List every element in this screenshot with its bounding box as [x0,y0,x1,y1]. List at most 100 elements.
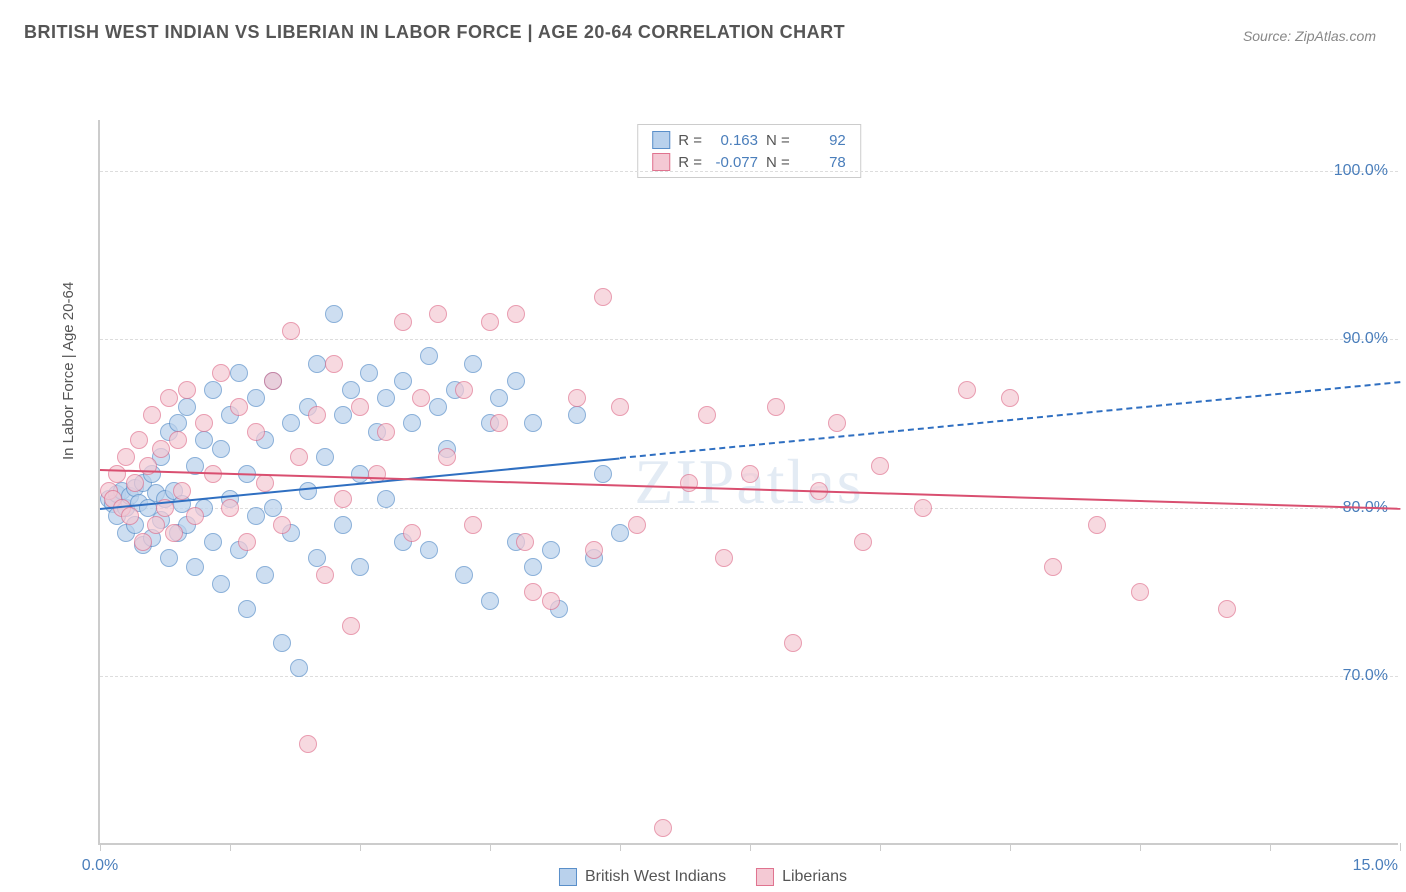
scatter-point [524,414,542,432]
scatter-point [394,313,412,331]
y-axis-label: In Labor Force | Age 20-64 [60,282,77,460]
scatter-point [516,533,534,551]
scatter-point [290,448,308,466]
scatter-point [420,541,438,559]
scatter-point [273,516,291,534]
scatter-point [1131,583,1149,601]
label-R: R = [678,154,702,171]
scatter-point [854,533,872,551]
scatter-point [611,524,629,542]
scatter-point [212,575,230,593]
scatter-point [178,381,196,399]
scatter-point [594,288,612,306]
scatter-point [403,524,421,542]
scatter-point [134,533,152,551]
swatch-series1 [652,131,670,149]
scatter-point [238,600,256,618]
legend-label-series1: British West Indians [585,868,726,886]
legend-item-series2: Liberians [756,868,847,886]
scatter-point [143,406,161,424]
scatter-point [230,364,248,382]
scatter-point [481,592,499,610]
scatter-point [542,592,560,610]
scatter-point [654,819,672,837]
scatter-point [160,549,178,567]
scatter-point [1088,516,1106,534]
scatter-point [325,355,343,373]
value-R2: -0.077 [710,154,758,171]
gridline [100,508,1398,509]
scatter-point [429,305,447,323]
scatter-point [628,516,646,534]
scatter-point [360,364,378,382]
scatter-point [351,398,369,416]
scatter-point [490,389,508,407]
scatter-point [507,372,525,390]
scatter-point [490,414,508,432]
scatter-point [221,499,239,517]
scatter-point [212,364,230,382]
scatter-point [594,465,612,483]
x-tick [490,843,491,851]
scatter-point [299,482,317,500]
scatter-point [351,465,369,483]
scatter-point [455,381,473,399]
scatter-point [914,499,932,517]
scatter-point [212,440,230,458]
scatter-point [308,406,326,424]
gridline [100,676,1398,677]
scatter-point [238,533,256,551]
scatter-point [715,549,733,567]
scatter-point [438,448,456,466]
scatter-point [308,549,326,567]
scatter-point [160,389,178,407]
value-N1: 92 [798,132,846,149]
legend-swatch-series1 [559,868,577,886]
scatter-point [256,566,274,584]
scatter-point [247,423,265,441]
scatter-point [611,398,629,416]
scatter-point [204,533,222,551]
label-R: R = [678,132,702,149]
scatter-point [507,305,525,323]
scatter-point [152,440,170,458]
scatter-point [464,516,482,534]
scatter-point [186,558,204,576]
x-tick [230,843,231,851]
scatter-point [342,617,360,635]
scatter-point [828,414,846,432]
scatter-point [121,507,139,525]
scatter-point [264,499,282,517]
scatter-point [325,305,343,323]
value-N2: 78 [798,154,846,171]
scatter-point [698,406,716,424]
x-tick [1140,843,1141,851]
source-attribution: Source: ZipAtlas.com [1243,28,1376,44]
scatter-point [524,583,542,601]
scatter-point [334,406,352,424]
scatter-point [130,431,148,449]
stats-row-series1: R = 0.163 N = 92 [652,131,846,149]
scatter-point [1218,600,1236,618]
scatter-point [455,566,473,584]
x-tick-label-last: 15.0% [1353,857,1398,875]
x-tick [1270,843,1271,851]
scatter-point [1044,558,1062,576]
scatter-point [464,355,482,373]
x-tick [360,843,361,851]
x-tick [750,843,751,851]
scatter-point [394,372,412,390]
legend-bottom: British West Indians Liberians [559,868,847,886]
scatter-point [481,313,499,331]
scatter-point [377,389,395,407]
scatter-point [169,414,187,432]
scatter-point [169,431,187,449]
gridline [100,339,1398,340]
scatter-point [767,398,785,416]
y-tick-label: 70.0% [1343,667,1388,685]
scatter-point [247,507,265,525]
scatter-point [334,516,352,534]
scatter-point [308,355,326,373]
chart-container: In Labor Force | Age 20-64 ZIPatlas R = … [50,60,1350,800]
scatter-point [377,423,395,441]
